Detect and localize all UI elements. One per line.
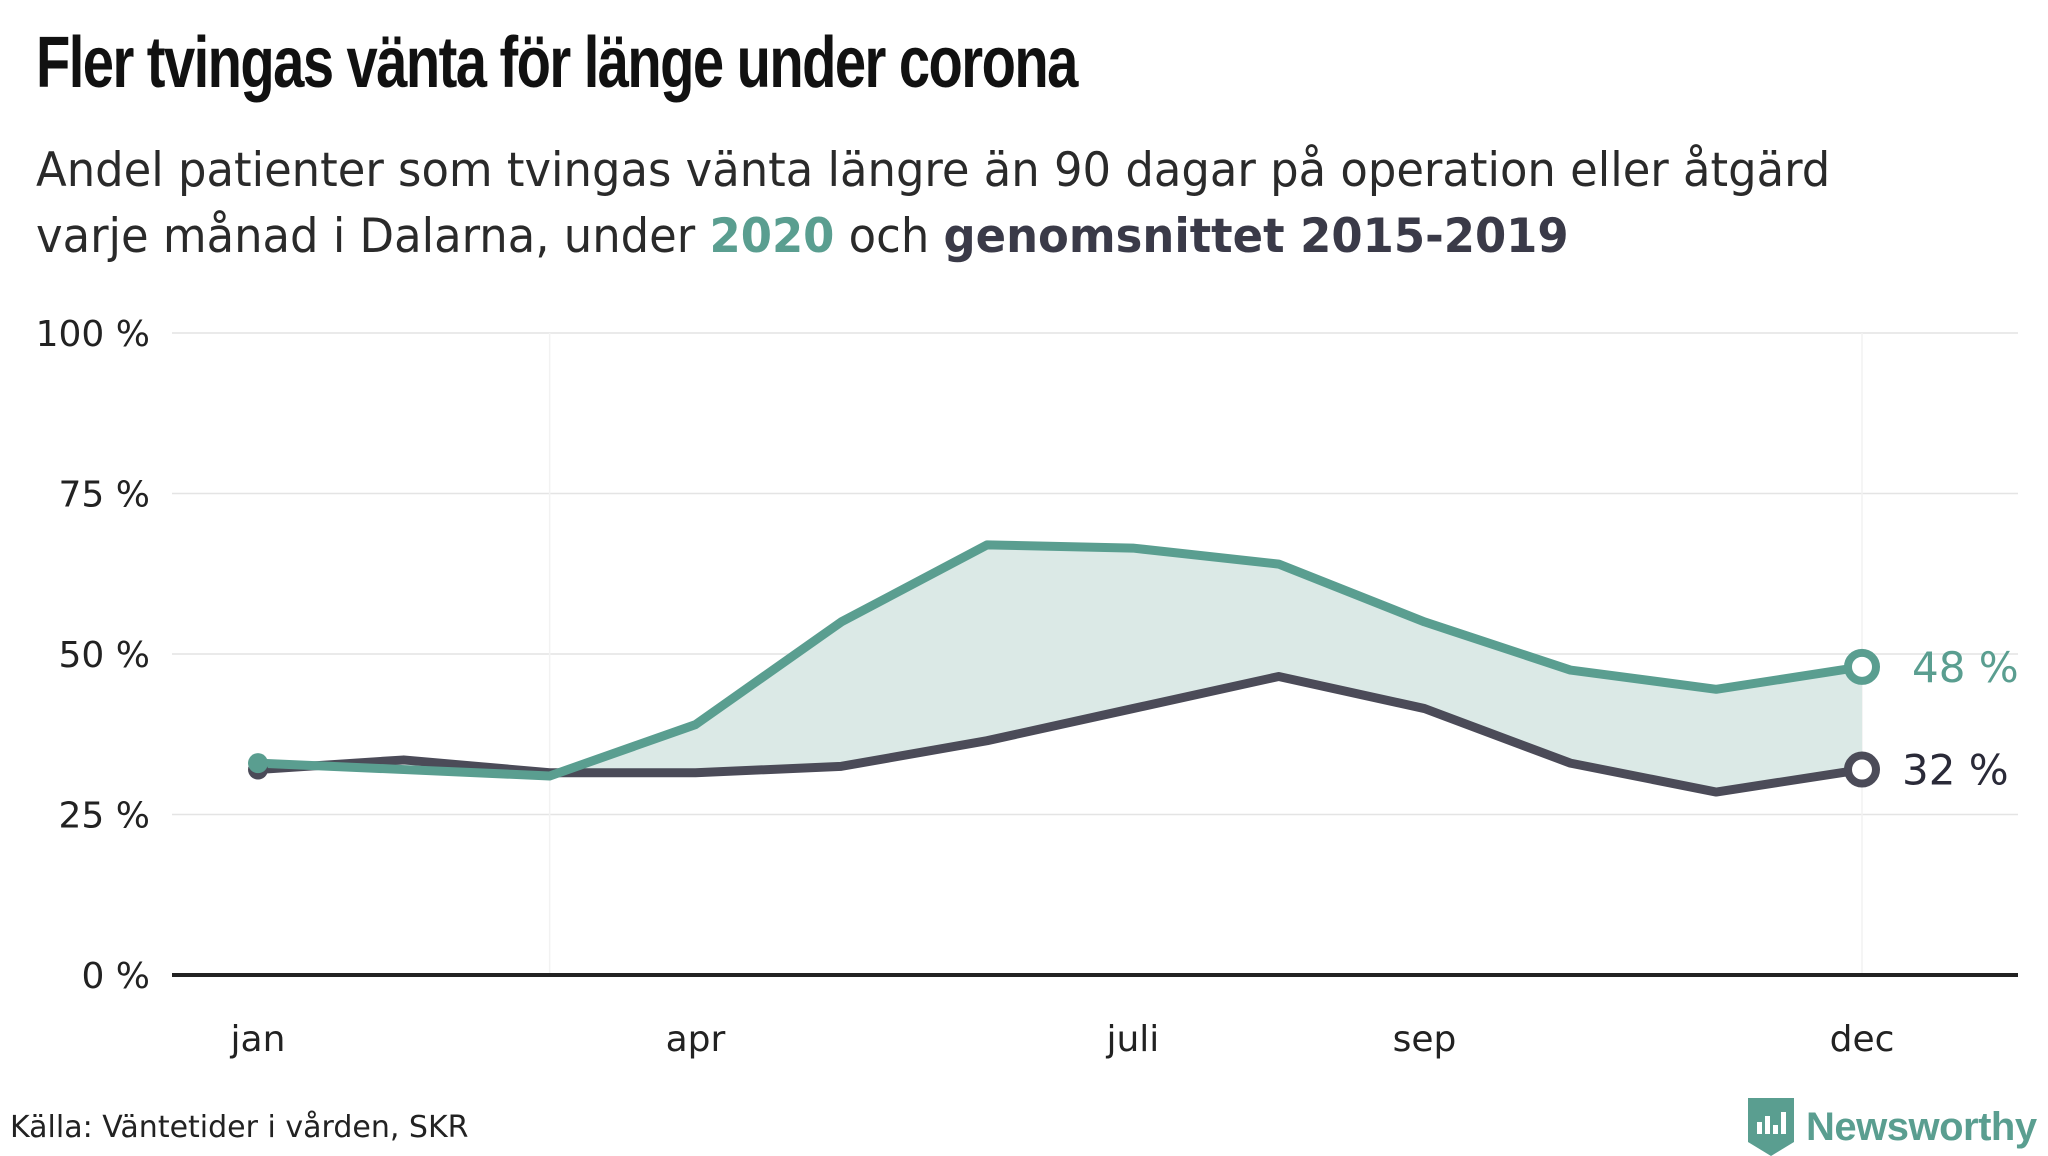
subtitle-text-2: och — [834, 209, 944, 264]
end-point-2020 — [1844, 648, 1880, 685]
source-note: Källa: Väntetider i vården, SKR — [10, 1110, 469, 1145]
brand-name: Newsworthy — [1806, 1104, 2037, 1149]
x-tick-label: jan — [230, 1019, 286, 1060]
y-tick-label: 50 % — [59, 635, 150, 676]
y-tick-label: 100 % — [36, 314, 150, 355]
x-tick-label: apr — [666, 1019, 726, 1060]
end-labels: 48 % 32 % — [1844, 643, 2019, 795]
chart-subtitle: Andel patienter som tvingas vänta längre… — [36, 138, 1946, 270]
x-tick-label: sep — [1393, 1019, 1457, 1060]
difference-area — [258, 544, 1862, 793]
axes: 0 % 25 % 50 % 75 % 100 % jan apr juli sep dec — [36, 314, 2018, 1060]
series-line-2020 — [253, 540, 1867, 781]
newsworthy-brand: Newsworthy — [1748, 1098, 2037, 1156]
start-point-2020 — [248, 753, 268, 774]
chart-title: Fler tvingas vänta för länge under coron… — [36, 23, 1078, 103]
difference-area-fill — [258, 544, 1862, 793]
y-tick-label: 0 % — [81, 956, 150, 997]
end-label-average: 32 % — [1902, 746, 2009, 795]
y-tick-label: 75 % — [59, 475, 150, 516]
x-tick-label: dec — [1830, 1019, 1895, 1060]
series-lines — [248, 540, 1867, 797]
newsworthy-logo-icon — [1748, 1098, 1794, 1156]
subtitle-text-1: Andel patienter som tvingas vänta längre… — [36, 143, 1831, 264]
subtitle-highlight-average: genomsnittet 2015-2019 — [943, 209, 1569, 264]
gridlines — [172, 332, 2018, 975]
subtitle-highlight-2020: 2020 — [709, 209, 835, 264]
end-point-average — [1844, 751, 1880, 788]
y-tick-label: 25 % — [59, 796, 150, 837]
end-label-2020: 48 % — [1912, 643, 2019, 692]
x-tick-label: juli — [1105, 1019, 1159, 1060]
